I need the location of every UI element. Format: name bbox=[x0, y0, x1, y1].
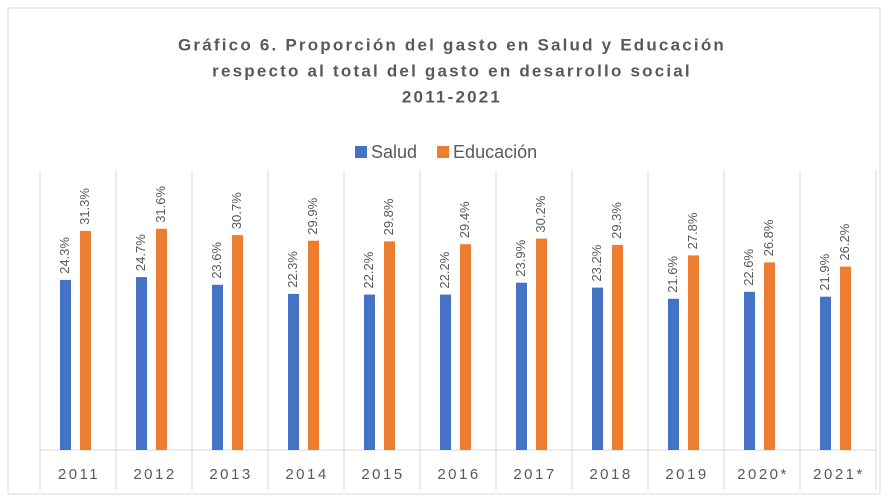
x-tick-label: 2016 bbox=[437, 466, 480, 483]
value-label: 29.8% bbox=[381, 198, 396, 235]
x-tick-label: 2011 bbox=[58, 466, 100, 483]
bar bbox=[460, 244, 471, 450]
bar bbox=[612, 244, 623, 450]
legend-swatch bbox=[437, 146, 450, 158]
x-tick-label: 2014 bbox=[285, 466, 328, 483]
legend-label: Educación bbox=[453, 142, 537, 162]
chart-title: 2011-2021 bbox=[402, 87, 502, 106]
value-label: 29.9% bbox=[305, 197, 320, 234]
x-tick-label: 2013 bbox=[209, 466, 252, 483]
legend-swatch bbox=[355, 146, 367, 158]
value-label: 21.9% bbox=[817, 253, 832, 290]
x-tick-label: 2019 bbox=[665, 466, 708, 483]
bar bbox=[668, 298, 679, 450]
x-tick-label: 2015 bbox=[361, 466, 404, 483]
bar bbox=[440, 294, 451, 450]
value-label: 23.2% bbox=[589, 244, 604, 281]
value-label: 27.8% bbox=[685, 212, 700, 249]
x-tick-label: 2017 bbox=[513, 466, 556, 483]
value-label: 22.3% bbox=[285, 251, 300, 288]
value-label: 29.4% bbox=[457, 201, 472, 238]
value-label: 22.2% bbox=[437, 251, 452, 288]
value-label: 26.2% bbox=[837, 223, 852, 260]
bar bbox=[156, 228, 167, 450]
bar bbox=[516, 282, 527, 450]
x-tick-label: 2020* bbox=[737, 466, 789, 483]
x-tick-label: 2018 bbox=[589, 466, 632, 483]
bar bbox=[212, 284, 223, 450]
bar bbox=[820, 296, 831, 450]
bar bbox=[308, 240, 319, 450]
bar bbox=[764, 262, 775, 450]
value-label: 31.6% bbox=[153, 185, 168, 222]
value-label: 23.6% bbox=[209, 241, 224, 278]
value-label: 30.2% bbox=[533, 195, 548, 232]
value-label: 24.7% bbox=[133, 234, 148, 271]
bar bbox=[60, 279, 71, 450]
bar bbox=[232, 235, 243, 450]
legend-label: Salud bbox=[371, 142, 417, 162]
value-label: 23.9% bbox=[513, 239, 528, 276]
chart-title: Gráfico 6. Proporción del gasto en Salud… bbox=[178, 35, 726, 54]
bar bbox=[536, 238, 547, 450]
bar bbox=[592, 287, 603, 450]
chart-title: respecto al total del gasto en desarroll… bbox=[212, 61, 692, 80]
value-label: 30.7% bbox=[229, 192, 244, 229]
value-label: 22.2% bbox=[361, 251, 376, 288]
bar bbox=[688, 255, 699, 450]
bar bbox=[80, 230, 91, 450]
value-label: 24.3% bbox=[57, 237, 72, 274]
bar bbox=[384, 241, 395, 450]
bar bbox=[288, 293, 299, 450]
bar bbox=[840, 266, 851, 450]
bar bbox=[364, 294, 375, 450]
value-label: 29.3% bbox=[609, 202, 624, 239]
value-label: 21.6% bbox=[665, 255, 680, 292]
value-label: 22.6% bbox=[741, 248, 756, 285]
x-tick-label: 2012 bbox=[133, 466, 176, 483]
bar bbox=[744, 291, 755, 450]
x-tick-label: 2021* bbox=[813, 466, 865, 483]
bar bbox=[136, 277, 147, 450]
value-label: 31.3% bbox=[77, 188, 92, 225]
value-label: 26.8% bbox=[761, 219, 776, 256]
